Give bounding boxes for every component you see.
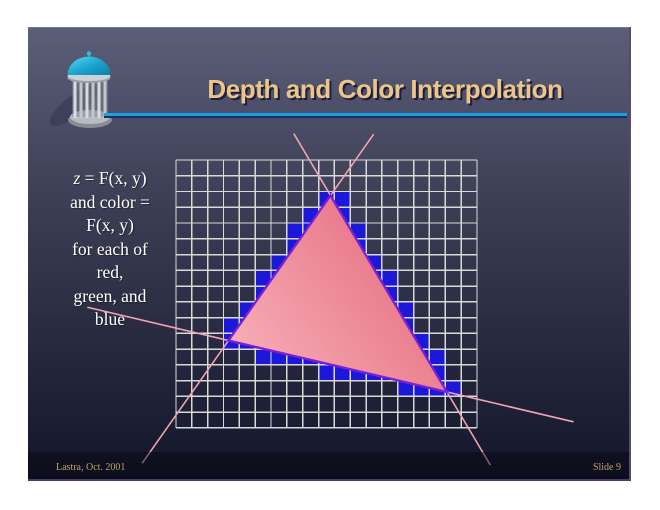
slide-number: Slide 9	[592, 462, 621, 473]
edge-pixel-cell	[381, 270, 398, 287]
footer-bar	[28, 452, 629, 479]
edge-pixel-cell	[429, 349, 446, 365]
body-line: green, and	[73, 285, 147, 306]
footer-credit: Lastra, Oct. 2001	[56, 462, 126, 473]
old-well-logo-icon	[50, 51, 112, 128]
body-line: for each of	[72, 238, 148, 259]
logo-dome	[67, 51, 111, 75]
body-line: F(x, y)	[86, 215, 134, 235]
triangle-rasterization-diagram	[87, 133, 574, 466]
edge-pixel-cell	[397, 380, 414, 397]
edge-pixel-cell	[255, 349, 272, 365]
edge-pixel-cell	[318, 364, 335, 381]
logo-colonnade	[67, 71, 111, 118]
edge-pixel-cell	[255, 270, 272, 287]
edge-pixel-cell	[334, 191, 351, 208]
edge-pixel-cell	[286, 223, 303, 239]
triangle	[226, 193, 450, 394]
title-underline	[104, 113, 627, 116]
slide-title: Depth and Color Interpolation	[207, 74, 563, 104]
body-text-block: z = F(x, y) and color = F(x, y) for each of…	[34, 167, 186, 332]
body-line: z = F(x, y)	[73, 168, 147, 188]
body-line: red,	[96, 262, 124, 282]
slide: Depth and Color Interpolation z = F(x, y…	[28, 27, 631, 481]
body-line: and color =	[70, 191, 150, 212]
